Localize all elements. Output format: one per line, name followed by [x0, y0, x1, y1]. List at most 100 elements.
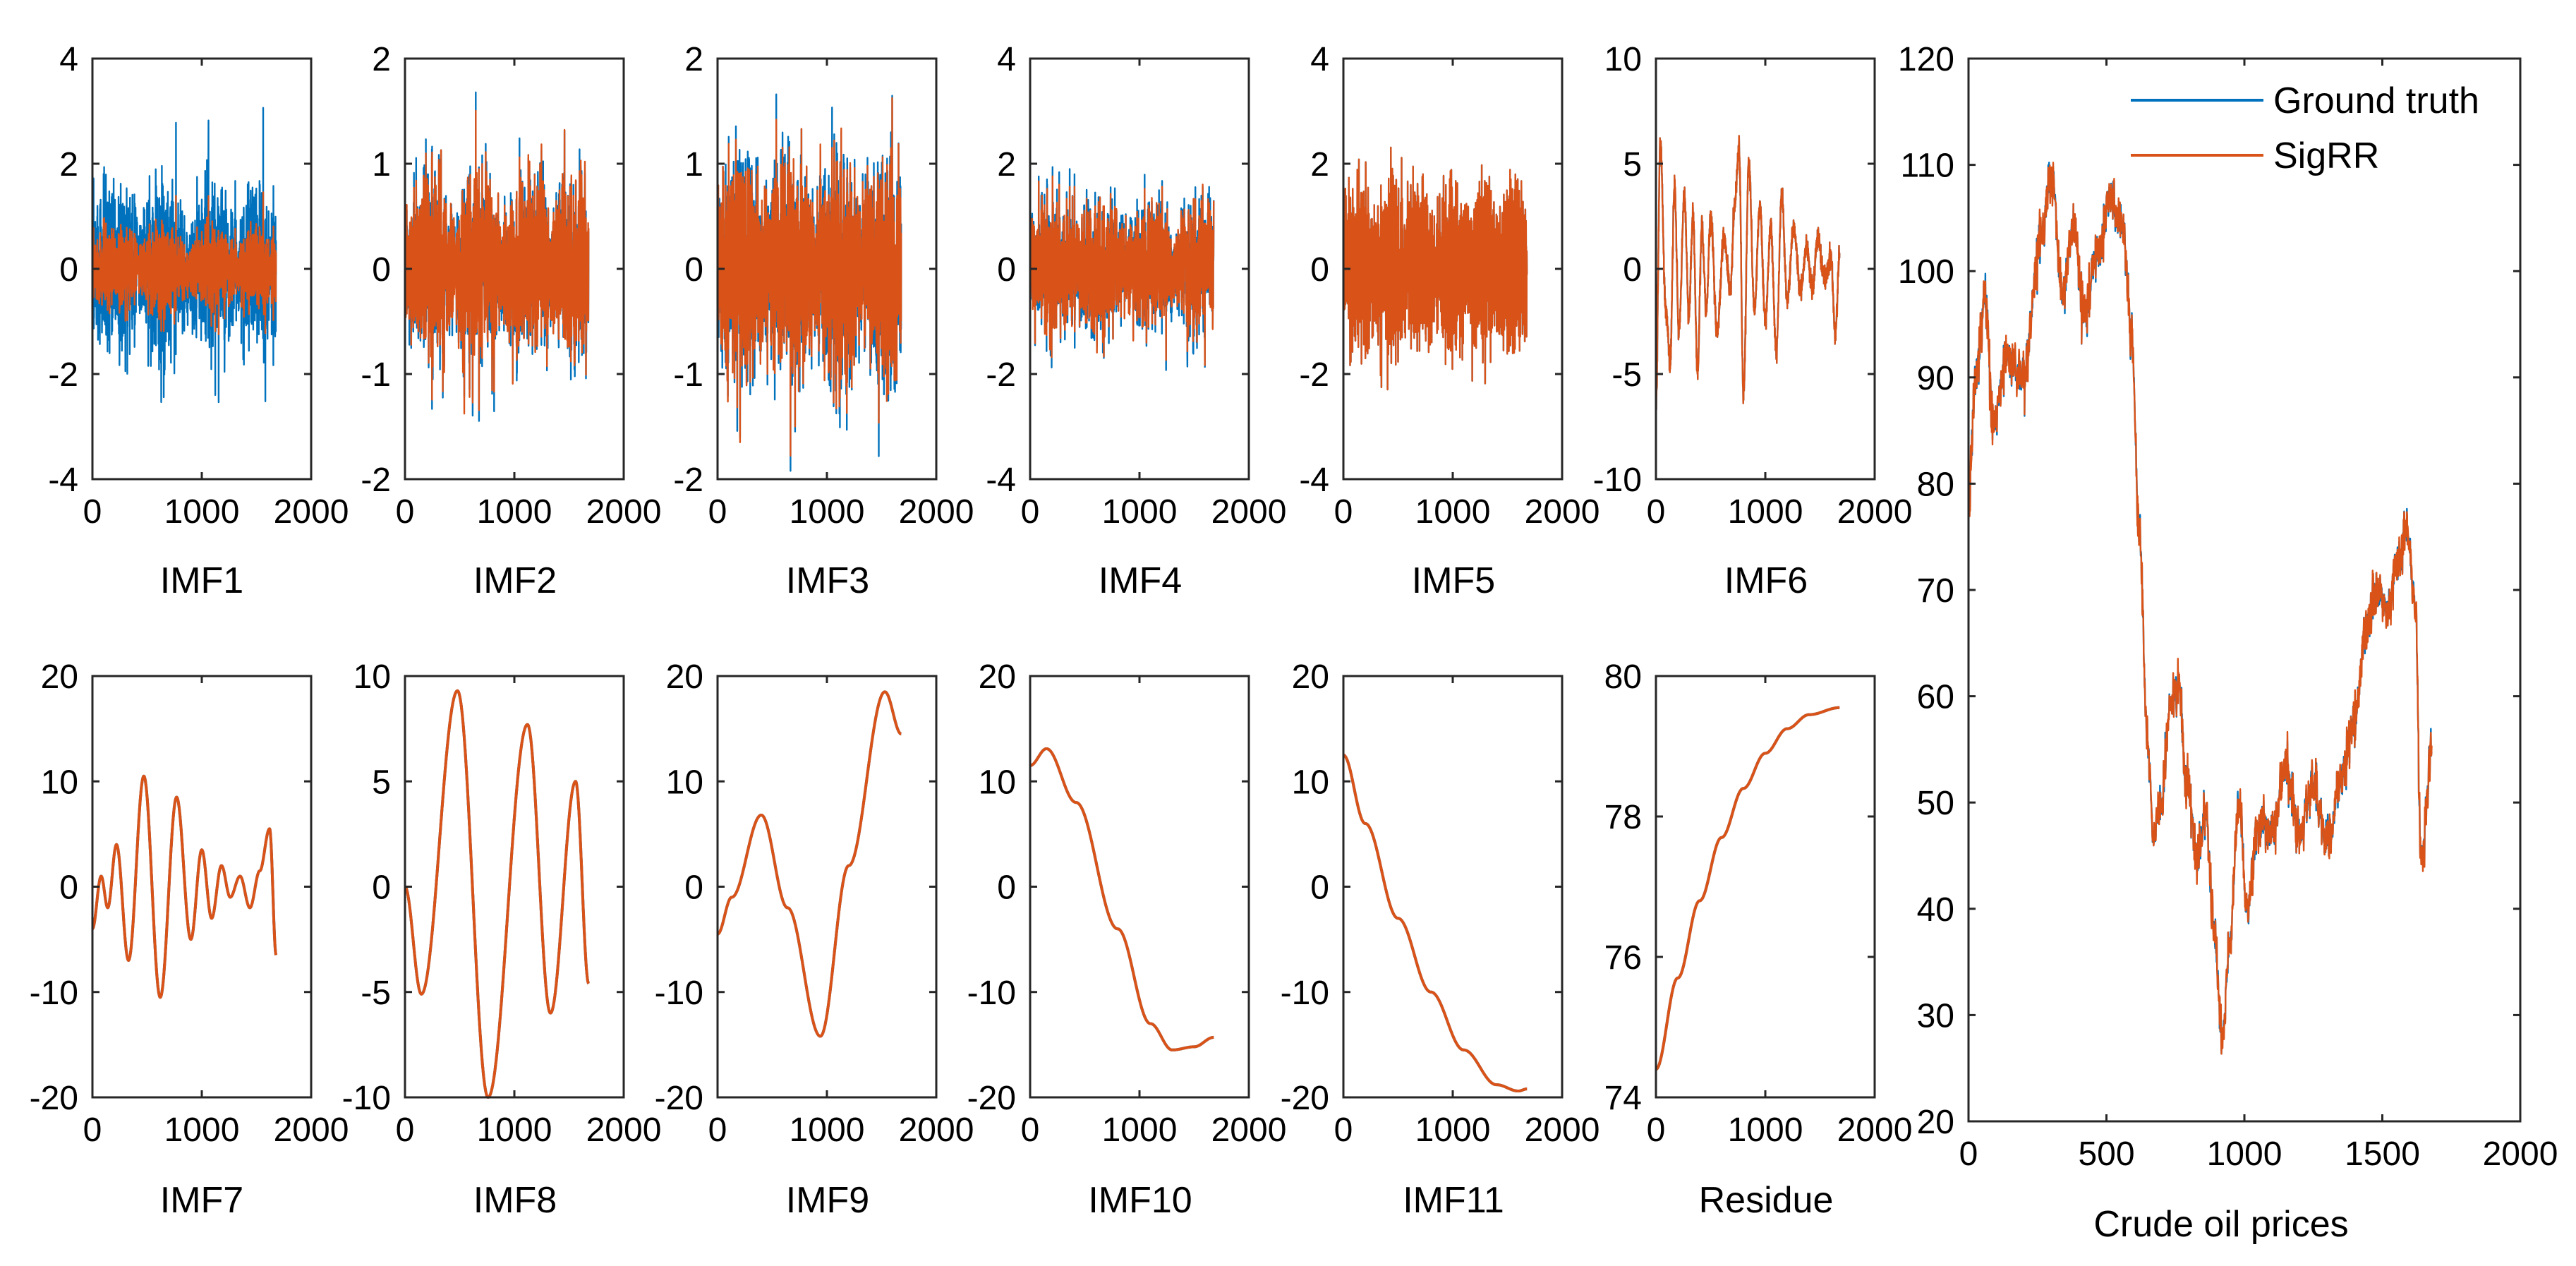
panel-imf9: IMF9 0 1000 2000 -20 -10 0 10 20 [655, 658, 974, 1221]
imf5-xtick-label: 2000 [1525, 493, 1600, 531]
imf8-sigrr-line [404, 689, 591, 1099]
price-sigrr-line [1967, 162, 2433, 1055]
imf3-sigrr-line [716, 97, 902, 457]
imf2-sigrr-line [404, 109, 590, 415]
price-xtick-label: 0 [1959, 1135, 1978, 1173]
xlabel-imf11: IMF11 [1403, 1180, 1504, 1221]
residue-ytick-label: 78 [1604, 799, 1642, 836]
residue-ytick-label: 80 [1604, 658, 1642, 696]
imf11-ground-truth-line [1342, 753, 1529, 1092]
xlabel-imf3: IMF3 [786, 560, 869, 601]
imf7-xtick-label: 1000 [164, 1111, 240, 1149]
imf2-ytick-label: 0 [372, 251, 391, 289]
imf3-ytick-label: -1 [673, 356, 703, 394]
imf5-ytick-label: -4 [1299, 462, 1329, 499]
price-ytick-label: 60 [1917, 679, 1954, 716]
imf7-ytick-label: -20 [30, 1080, 78, 1117]
imf10-xtick-label: 0 [1021, 1111, 1040, 1149]
imf2-xtick-label: 2000 [586, 493, 662, 531]
xlabel-imf6: IMF6 [1724, 560, 1808, 601]
imf7-axes-frame [91, 675, 313, 1099]
imf5-ytick-label: 4 [1310, 41, 1329, 78]
imf3-xtick-label: 1000 [790, 493, 865, 531]
xlabel-price: Crude oil prices [2093, 1204, 2348, 1245]
legend-label-ground-truth: Ground truth [2273, 80, 2479, 121]
imf3-ytick-label: 1 [684, 146, 703, 183]
residue-ground-truth-line [1655, 706, 1842, 1071]
imf10-sigrr-line [1029, 747, 1216, 1051]
price-ytick-label: 100 [1898, 253, 1954, 291]
residue-axes-frame [1655, 675, 1876, 1099]
imf7-ytick-label: -10 [30, 975, 78, 1012]
imf9-axes-frame [716, 675, 938, 1099]
imf8-axes-frame [404, 675, 625, 1099]
imf2-ytick-label: -2 [361, 462, 391, 499]
price-ytick-label: 20 [1917, 1104, 1954, 1141]
imf7-xtick-label: 0 [83, 1111, 102, 1149]
imf10-ytick-label: -10 [967, 975, 1016, 1012]
imf5-ytick-label: -2 [1299, 356, 1329, 394]
price-ytick-label: 110 [1900, 147, 1954, 185]
imf10-ytick-label: 0 [997, 869, 1016, 907]
imf1-xtick-label: 2000 [274, 493, 349, 531]
imf10-ytick-label: 10 [979, 764, 1016, 801]
imf4-ytick-label: 0 [997, 251, 1016, 289]
imf9-ytick-label: -10 [655, 975, 703, 1012]
imf11-xtick-label: 1000 [1415, 1111, 1491, 1149]
imf10-ytick-label: -20 [967, 1080, 1016, 1117]
imf7-xtick-label: 2000 [274, 1111, 349, 1149]
xlabel-imf1: IMF1 [160, 560, 243, 601]
imf4-sigrr-line [1029, 175, 1215, 366]
imf7-ytick-label: 20 [41, 658, 78, 696]
imf4-ytick-label: 2 [997, 146, 1016, 183]
imf6-axes-frame [1655, 57, 1876, 481]
imf9-ytick-label: 10 [666, 764, 703, 801]
price-ytick-label: 40 [1917, 891, 1954, 929]
imf2-ytick-label: -1 [361, 356, 391, 394]
imf11-ytick-label: 10 [1292, 764, 1329, 801]
imf1-ytick-label: -4 [48, 462, 78, 499]
imf5-xtick-label: 0 [1334, 493, 1353, 531]
imf2-ytick-label: 2 [372, 41, 391, 78]
imf9-ytick-label: 20 [666, 658, 703, 696]
xlabel-imf7: IMF7 [160, 1180, 243, 1221]
panel-imf4: IMF4 0 1000 2000 -4 -2 0 2 4 [986, 41, 1286, 601]
imf5-xtick-label: 1000 [1415, 493, 1491, 531]
imf9-xtick-label: 0 [708, 1111, 727, 1149]
price-ytick-label: 80 [1917, 466, 1954, 503]
imf2-xtick-label: 1000 [477, 493, 552, 531]
imf3-xtick-label: 2000 [899, 493, 974, 531]
imf4-ytick-label: 4 [997, 41, 1016, 78]
price-ytick-label: 120 [1898, 41, 1954, 78]
imf4-ytick-label: -4 [986, 462, 1016, 499]
imf11-ytick-label: 0 [1310, 869, 1329, 907]
panel-imf10: IMF10 0 1000 2000 -20 -10 0 10 20 [967, 658, 1287, 1221]
price-ground-truth-line [1967, 162, 2433, 1055]
imf11-sigrr-line [1342, 753, 1529, 1092]
imf6-xtick-label: 1000 [1728, 493, 1803, 531]
residue-xtick-label: 0 [1647, 1111, 1666, 1149]
price-xtick-label: 1500 [2345, 1135, 2420, 1173]
panel-imf11: IMF11 0 1000 2000 -20 -10 0 10 20 [1281, 658, 1600, 1221]
residue-ytick-label: 74 [1604, 1080, 1642, 1117]
price-xtick-label: 1000 [2207, 1135, 2282, 1173]
imf4-xtick-label: 0 [1021, 493, 1040, 531]
imf6-ytick-label: 5 [1623, 146, 1642, 183]
imf4-xtick-label: 1000 [1102, 493, 1178, 531]
imf6-ytick-label: 0 [1623, 251, 1642, 289]
imf2-ytick-label: 1 [372, 146, 391, 183]
panel-imf3: IMF3 0 1000 2000 -2 -1 0 1 2 [673, 41, 974, 601]
panel-imf5: IMF5 0 1000 2000 -4 -2 0 2 4 [1299, 41, 1600, 601]
imf1-xtick-label: 0 [83, 493, 102, 531]
imf5-ytick-label: 0 [1310, 251, 1329, 289]
imf10-axes-frame [1029, 675, 1250, 1099]
imf11-ytick-label: 20 [1292, 658, 1329, 696]
panel-imf1: IMF1 0 1000 2000 -4 -2 0 2 4 [48, 41, 349, 601]
imf1-ytick-label: -2 [48, 356, 78, 394]
xlabel-imf5: IMF5 [1412, 560, 1495, 601]
imf8-ytick-label: 0 [372, 869, 391, 907]
imf7-ytick-label: 10 [41, 764, 78, 801]
imf8-ytick-label: 5 [372, 764, 391, 801]
imf11-xtick-label: 2000 [1525, 1111, 1600, 1149]
